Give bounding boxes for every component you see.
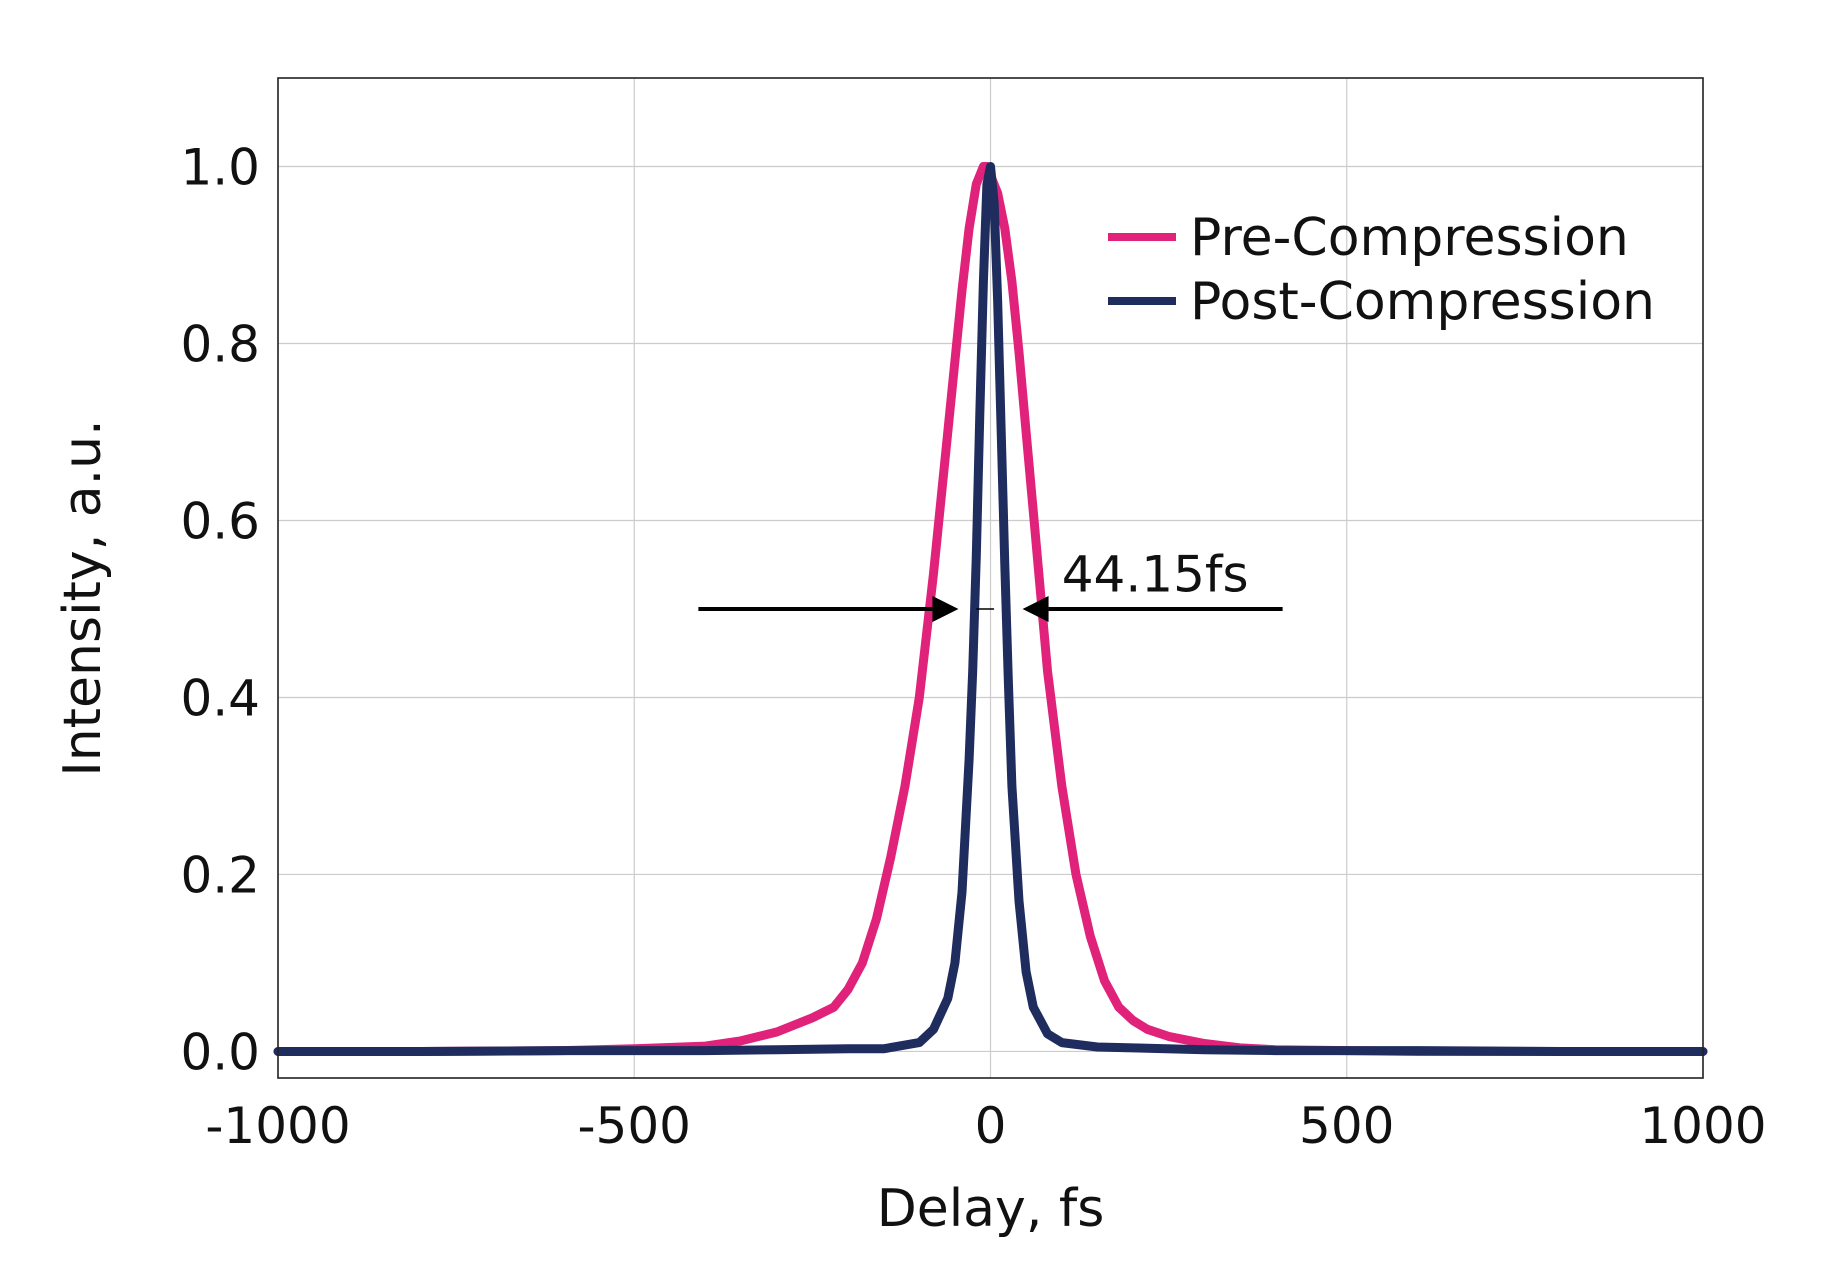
plot-frame bbox=[277, 77, 1704, 1079]
fwhm-label: 44.15fs bbox=[1062, 546, 1249, 604]
y-tick-label: 0.2 bbox=[180, 846, 260, 904]
x-tick-label: -1000 bbox=[205, 1097, 350, 1155]
annotation: 44.15fs bbox=[698, 546, 1283, 622]
legend-label-post-compression: Post-Compression bbox=[1190, 272, 1655, 332]
series-line-post-compression bbox=[273, 162, 1708, 1056]
fwhm-right-arrow-head bbox=[1022, 595, 1049, 622]
y-tick-label: 0.8 bbox=[180, 315, 260, 373]
x-tick-label: -500 bbox=[578, 1097, 691, 1155]
x-tick-label: 0 bbox=[975, 1097, 1007, 1155]
y-tick-label: 0.4 bbox=[180, 669, 260, 727]
series-layer bbox=[273, 162, 1708, 1056]
fwhm-left-arrow-head bbox=[932, 595, 959, 622]
y-tick-label: 1.0 bbox=[180, 138, 260, 196]
x-axis-title: Delay, fs bbox=[877, 1179, 1105, 1239]
tick-labels: -1000 -500 0 500 1000 0.0 0.2 0.4 0.6 0.8 1.0 bbox=[180, 138, 1766, 1155]
y-tick-label: 0.6 bbox=[180, 492, 260, 550]
x-tick-label: 500 bbox=[1299, 1097, 1394, 1155]
x-tick-label: 1000 bbox=[1639, 1097, 1766, 1155]
legend-label-pre-compression: Pre-Compression bbox=[1190, 208, 1629, 268]
y-axis-title: Intensity, a.u. bbox=[53, 419, 113, 776]
y-tick-label: 0.0 bbox=[180, 1023, 260, 1081]
